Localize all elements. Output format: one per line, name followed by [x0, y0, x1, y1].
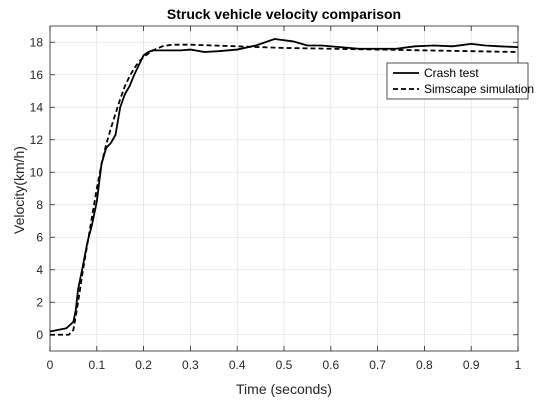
tick-layer: 0 0.1 0.2 0.3 0.4 0.5 0.6 0.7 0.8 0.9 102468101214… [30, 26, 522, 372]
x-tick-label: 0.1 [88, 358, 105, 372]
series-line-2 [50, 43, 519, 336]
y-tick-label: 14 [30, 100, 44, 114]
legend-label: Simscape simulation [424, 82, 534, 96]
y-tick-label: 12 [30, 133, 44, 147]
x-tick-label: 0.6 [322, 358, 339, 372]
y-tick-label: 8 [36, 198, 43, 212]
series-layer [49, 38, 519, 336]
x-tick-label: 0.7 [369, 358, 386, 372]
x-tick-label: 0.4 [229, 358, 246, 372]
y-tick-label: 16 [30, 68, 44, 82]
x-tick-label: 0.3 [182, 358, 199, 372]
y-tick-label: 6 [36, 230, 43, 244]
legend-label: Crash test [424, 66, 479, 80]
x-tick-label: 0.2 [135, 358, 152, 372]
legend-box [386, 62, 529, 100]
x-tick-label: 0.8 [416, 358, 433, 372]
x-axis-title: Time (seconds) [236, 381, 332, 397]
y-tick-label: 0 [36, 328, 43, 342]
x-tick-label: 0.5 [276, 358, 293, 372]
y-tick-label: 18 [30, 35, 44, 49]
y-tick-label: 2 [36, 295, 43, 309]
chart-title: Struck vehicle velocity comparison [167, 6, 401, 22]
x-tick-label: 1 [515, 358, 522, 372]
x-tick-label: 0.9 [463, 358, 480, 372]
x-tick-label: 0 [47, 358, 54, 372]
legend: Crash test Simscape simulation [386, 62, 534, 100]
y-axis-title: Velocity(km/h) [11, 146, 27, 234]
y-tick-label: 4 [36, 263, 43, 277]
y-tick-label: 10 [30, 165, 44, 179]
